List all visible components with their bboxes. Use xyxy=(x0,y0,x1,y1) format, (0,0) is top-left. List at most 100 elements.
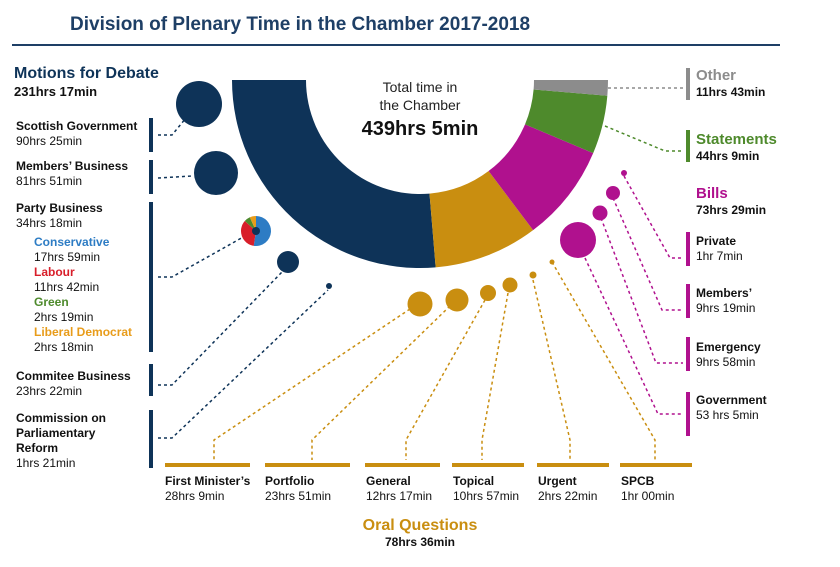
bills-title: Bills xyxy=(696,185,728,202)
motions-value-commission: 1hrs 21min xyxy=(16,456,75,470)
bubble-bills-government xyxy=(560,222,596,258)
center-line-2: the Chamber xyxy=(380,97,461,113)
donut-slice-other xyxy=(533,80,608,96)
party-pie-slice-liberal-democrat xyxy=(249,216,256,231)
donut-slice-motions-for-debate xyxy=(232,80,436,268)
motions-value-party: 34hrs 18min xyxy=(16,216,82,230)
bills-value-members: 9hrs 19min xyxy=(696,301,755,315)
oral-value-topical: 10hrs 57min xyxy=(453,489,519,503)
oral-label-fm: First Minister’s xyxy=(165,474,251,488)
donut-chart xyxy=(232,80,608,268)
donut-slice-statements xyxy=(525,89,608,154)
center-total: 439hrs 5min xyxy=(362,118,479,140)
leader-members xyxy=(157,175,193,179)
bills-label-government: Government xyxy=(696,393,767,407)
bills-label-private: Private xyxy=(696,234,736,248)
bubble-bills-members xyxy=(606,186,620,200)
donut-slice-bills xyxy=(488,124,594,231)
party-value-labour: 11hrs 42min xyxy=(34,280,99,294)
motions-bar-committee xyxy=(149,364,153,396)
motions-label-members: Members’ Business xyxy=(16,159,128,173)
bubble-bills-private xyxy=(621,170,627,176)
oral-bar-portfolio xyxy=(265,463,350,467)
oral-label-topical: Topical xyxy=(453,474,494,488)
bubble-oral-urgent xyxy=(529,271,537,279)
statements-bar xyxy=(686,130,690,162)
motions-bar-party xyxy=(149,202,153,352)
bubble-commission xyxy=(326,283,332,289)
leader-bills-members xyxy=(612,197,683,311)
leader-oral-portfolio xyxy=(311,305,451,460)
motions-title: Motions for Debate xyxy=(14,65,159,82)
motions-bar-scotgov xyxy=(149,118,153,152)
bubble-party-business-pie xyxy=(241,216,271,246)
oral-label-spcb: SPCB xyxy=(621,474,655,488)
leader-party xyxy=(158,235,246,278)
bubble-oral-topical xyxy=(502,277,518,293)
leader-scotgov xyxy=(158,117,187,136)
party-label-conservative: Conservative xyxy=(34,235,110,249)
party-label-libdem: Liberal Democrat xyxy=(34,325,132,339)
oral-value-spcb: 1hr 00min xyxy=(621,489,674,503)
bubble-oral-portfolio xyxy=(445,288,469,312)
bills-value-private: 1hr 7min xyxy=(696,249,743,263)
other-title: Other xyxy=(696,67,736,84)
motions-total: 231hrs 17min xyxy=(14,84,97,99)
bills-label-emergency: Emergency xyxy=(696,340,761,354)
oral-bar-fm xyxy=(165,463,250,467)
bills-bar-private xyxy=(686,232,690,266)
motions-label-scotgov: Scottish Government xyxy=(16,119,137,133)
bills-bar-members xyxy=(686,284,690,318)
motions-leaders xyxy=(157,117,329,439)
oral-label-portfolio: Portfolio xyxy=(265,474,314,488)
oral-leaders xyxy=(213,261,656,460)
bills-total: 73hrs 29min xyxy=(696,203,766,217)
party-pie-slice-green xyxy=(244,217,256,231)
oral-label-urgent: Urgent xyxy=(538,474,577,488)
leader-oral-topical xyxy=(481,292,509,460)
bills-leaders xyxy=(584,175,683,415)
motions-bar-commission xyxy=(149,410,153,468)
bubble-scottish-government xyxy=(176,81,222,127)
oral-bar-topical xyxy=(452,463,524,467)
motions-label-commission-1: Commission on xyxy=(16,411,106,425)
oral-label-general: General xyxy=(366,474,411,488)
motions-value-committee: 23hrs 22min xyxy=(16,384,82,398)
motions-label-commission-3: Reform xyxy=(16,441,58,455)
party-pie-slice-labour xyxy=(241,221,256,246)
bills-value-emergency: 9hrs 58min xyxy=(696,355,755,369)
leader-statements xyxy=(604,125,683,152)
chart-title: Division of Plenary Time in the Chamber … xyxy=(70,14,530,35)
motions-value-scotgov: 90hrs 25min xyxy=(16,134,82,148)
motions-label-committee: Commitee Business xyxy=(16,369,131,383)
motions-value-members: 81hrs 51min xyxy=(16,174,82,188)
statements-value: 44hrs 9min xyxy=(696,149,759,163)
leader-oral-spcb xyxy=(551,261,656,460)
oral-total: 78hrs 36min xyxy=(385,535,455,549)
party-value-libdem: 2hrs 18min xyxy=(34,340,93,354)
bubble-members-business xyxy=(194,151,238,195)
oral-title: Oral Questions xyxy=(363,517,478,534)
oral-bar-spcb xyxy=(620,463,692,467)
oral-value-general: 12hrs 17min xyxy=(366,489,432,503)
oral-bar-urgent xyxy=(537,463,609,467)
bills-bar-government xyxy=(686,392,690,436)
party-label-labour: Labour xyxy=(34,265,75,279)
bills-value-government: 53 hrs 5min xyxy=(696,408,759,422)
bubble-oral-first-ministers xyxy=(407,291,433,317)
leader-oral-fm xyxy=(213,308,411,460)
statements-title: Statements xyxy=(696,131,777,148)
party-value-conservative: 17hrs 59min xyxy=(34,250,100,264)
bills-bar-emergency xyxy=(686,337,690,371)
party-pie-slice-conservative xyxy=(253,216,271,246)
bubble-oral-spcb xyxy=(549,259,555,265)
oral-bar-general xyxy=(365,463,440,467)
leader-committee xyxy=(158,271,283,386)
motions-label-commission-2: Parliamentary xyxy=(16,426,96,440)
leader-bills-private xyxy=(623,175,683,259)
leader-commission xyxy=(158,289,329,439)
other-value: 11hrs 43min xyxy=(696,85,765,99)
donut-slice-oral-questions xyxy=(429,171,534,268)
oral-value-urgent: 2hrs 22min xyxy=(538,489,597,503)
